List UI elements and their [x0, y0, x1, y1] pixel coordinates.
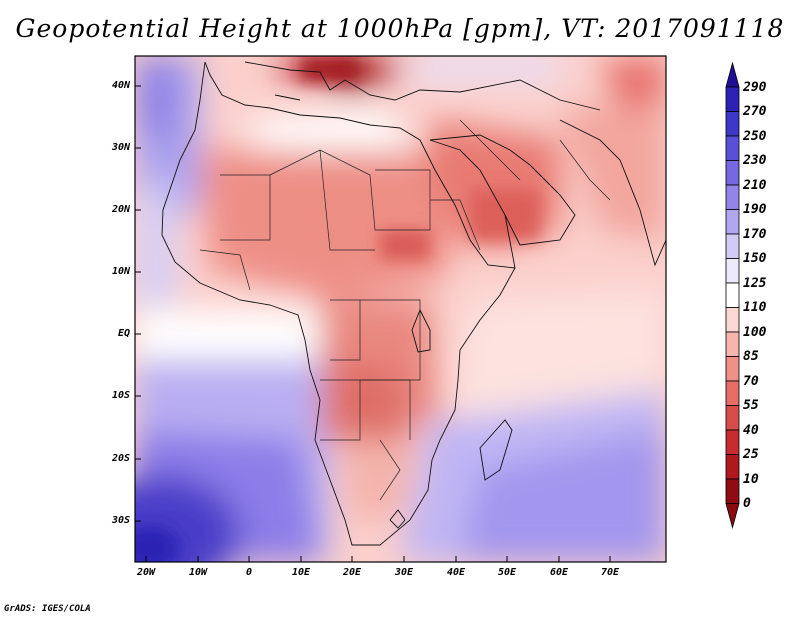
colorbar-swatch — [725, 184, 740, 210]
colorbar-label: 210 — [743, 178, 767, 193]
colorbar-swatch — [725, 478, 740, 504]
colorbar-swatch — [725, 405, 740, 431]
colorbar-label: 0 — [743, 496, 751, 511]
colorbar-swatch — [725, 135, 740, 161]
colorbar-label: 290 — [743, 80, 767, 95]
colorbar-label: 170 — [743, 227, 767, 242]
x-tick-label: 10E — [291, 567, 311, 578]
grads-credit: GrADS: IGES/COLA — [4, 604, 91, 614]
x-tick-label: 30E — [394, 567, 414, 578]
y-tick-label: 30S — [111, 515, 130, 526]
colorbar-swatch — [725, 454, 740, 480]
map-frame — [134, 55, 667, 563]
axis-ticks — [135, 85, 611, 562]
map-title: Geopotential Height at 1000hPa [gpm], VT… — [15, 14, 785, 43]
x-tick-label: 40E — [446, 567, 466, 578]
colorbar-swatch — [725, 86, 740, 112]
y-tick-label: 10S — [111, 390, 130, 401]
colorbar-label: 250 — [743, 129, 767, 144]
colorbar-top-arrow — [725, 61, 740, 88]
y-tick-label: 10N — [111, 266, 130, 277]
x-tick-label: 20E — [342, 567, 362, 578]
colorbar-swatch — [725, 111, 740, 137]
colorbar-label: 25 — [743, 447, 759, 462]
colorbar-label: 40 — [743, 423, 759, 438]
colorbar-label: 85 — [743, 349, 759, 364]
x-tick-label: 10W — [188, 567, 208, 578]
colorbar-swatch — [725, 380, 740, 406]
colorbar-label: 110 — [743, 300, 767, 315]
y-tick-label: 30N — [111, 142, 130, 153]
colorbar-label: 270 — [743, 104, 767, 119]
coastlines — [161, 61, 666, 546]
colorbar-swatch — [725, 307, 740, 333]
colorbar-swatch — [725, 356, 740, 382]
colorbar-label: 55 — [743, 398, 759, 413]
y-tick-label: 20S — [111, 453, 130, 464]
y-tick-label: 40N — [111, 80, 130, 91]
x-tick-label: 20W — [136, 567, 156, 578]
colorbar-label: 150 — [743, 251, 767, 266]
colorbar-label: 70 — [743, 374, 759, 389]
x-tick-label: 60E — [549, 567, 569, 578]
x-tick-label: 50E — [497, 567, 517, 578]
x-tick-label: 0 — [245, 567, 253, 578]
country-borders — [199, 119, 611, 501]
y-tick-label: 20N — [111, 204, 130, 215]
colorbar-bottom-arrow — [725, 503, 740, 530]
colorbar-swatch — [725, 258, 740, 284]
colorbar-swatch — [725, 160, 740, 186]
colorbar-swatch — [725, 209, 740, 235]
colorbar — [725, 61, 740, 530]
x-tick-label: 70E — [600, 567, 620, 578]
colorbar-label: 190 — [743, 202, 767, 217]
colorbar-label: 230 — [743, 153, 767, 168]
colorbar-swatch — [725, 429, 740, 455]
colorbar-label: 100 — [743, 325, 767, 340]
colorbar-swatch — [725, 282, 740, 308]
heatmap-field — [135, 56, 666, 562]
colorbar-label: 10 — [743, 472, 759, 487]
y-tick-label: EQ — [117, 328, 130, 339]
colorbar-label: 125 — [743, 276, 767, 291]
colorbar-swatch — [725, 331, 740, 357]
colorbar-swatch — [725, 233, 740, 259]
